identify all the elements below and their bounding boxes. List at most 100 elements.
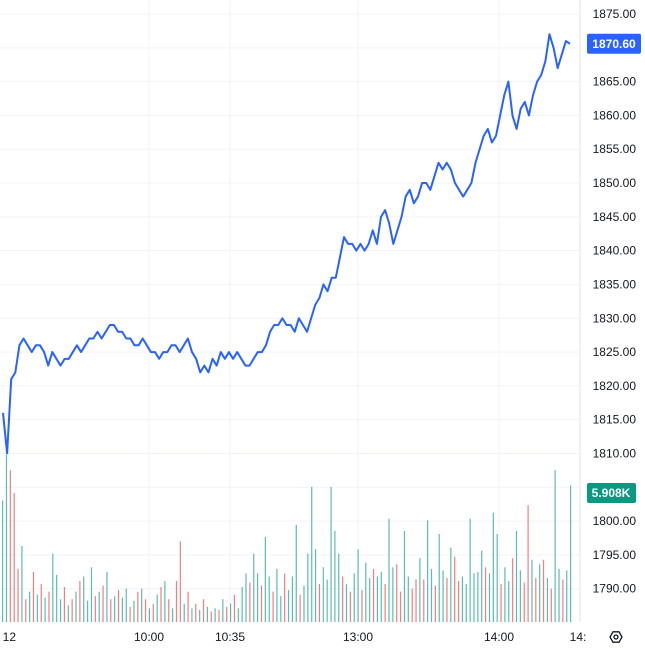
- volume-bar: [566, 570, 568, 622]
- volume-bar: [326, 579, 328, 622]
- volume-bar: [477, 571, 479, 622]
- y-axis-ticks: 1790.001795.001800.001805.001810.001815.…: [593, 7, 637, 596]
- volume-bar: [330, 486, 332, 622]
- volume-bar: [98, 591, 100, 622]
- volume-bar: [87, 600, 89, 622]
- volume-bar: [44, 597, 46, 622]
- volume-bar: [137, 591, 139, 622]
- volume-bar: [376, 576, 378, 622]
- volume-bar: [133, 600, 135, 622]
- volume-bar: [268, 576, 270, 622]
- hexagon-gear-icon[interactable]: [609, 631, 623, 643]
- volume-bar: [264, 536, 266, 622]
- volume-bar: [226, 606, 228, 622]
- volume-bar: [318, 584, 321, 622]
- volume-bar: [206, 606, 208, 622]
- volume-bar: [21, 546, 23, 622]
- volume-bar: [430, 568, 433, 622]
- volume-bar: [295, 524, 297, 622]
- volume-bar: [110, 599, 112, 622]
- volume-bar: [272, 591, 274, 622]
- volume-badge: 5.908K: [587, 483, 636, 503]
- volume-bar: [527, 505, 529, 622]
- volume-bar: [500, 584, 502, 622]
- volume-bar: [90, 567, 93, 622]
- volume-bar: [67, 605, 69, 622]
- price-series-line: [2, 33, 571, 455]
- volume-bar: [129, 606, 131, 622]
- volume-bar: [415, 579, 417, 622]
- x-tick-label: 14:: [570, 630, 587, 644]
- volume-bar: [284, 573, 286, 622]
- volume-bar: [419, 558, 421, 622]
- volume-bar: [334, 530, 336, 622]
- volume-bar: [492, 512, 494, 622]
- y-tick-label: 1830.00: [593, 311, 637, 325]
- volume-bar: [117, 590, 120, 622]
- volume-bar: [299, 594, 301, 622]
- volume-bar: [276, 568, 278, 622]
- volume-bar: [187, 591, 189, 622]
- y-tick-label: 1845.00: [593, 210, 637, 224]
- volume-bar: [183, 603, 185, 622]
- y-tick-label: 1865.00: [593, 75, 637, 89]
- volume-bar: [345, 584, 348, 622]
- volume-bar: [32, 571, 35, 622]
- y-tick-label: 1860.00: [593, 108, 637, 122]
- volume-bar: [249, 582, 251, 622]
- last-price-badge: 1870.60: [587, 33, 641, 54]
- last-price-label: 1870.60: [592, 37, 636, 51]
- volume-bar: [63, 587, 66, 622]
- volume-bar: [59, 599, 62, 622]
- y-tick-label: 1800.00: [593, 514, 637, 528]
- volume-bar: [465, 584, 467, 622]
- volume-bar: [5, 455, 8, 622]
- volume-bar: [260, 585, 263, 622]
- volume-bar: [469, 518, 471, 622]
- y-tick-label: 1825.00: [593, 345, 637, 359]
- volume-bar: [380, 571, 382, 622]
- volume-bar: [195, 603, 197, 622]
- volume-bar: [121, 597, 123, 622]
- volume-bar: [535, 577, 537, 622]
- volume-bar: [311, 486, 313, 622]
- volume-bar: [79, 581, 81, 622]
- volume-bars: [2, 455, 572, 622]
- volume-bar: [56, 574, 58, 622]
- volume-bar: [365, 562, 367, 622]
- volume-bar: [481, 550, 483, 622]
- volume-bar: [48, 591, 50, 622]
- volume-bar: [496, 533, 498, 622]
- volume-bar: [75, 591, 77, 622]
- last-price-badge-bg: [587, 33, 641, 54]
- price-line: [2, 33, 571, 455]
- volume-bar: [473, 573, 475, 622]
- volume-bar: [253, 553, 255, 622]
- volume-bar: [570, 485, 572, 622]
- volume-bar: [52, 553, 54, 622]
- volume-bar: [148, 608, 151, 622]
- volume-bar: [550, 588, 552, 622]
- volume-bar: [291, 576, 293, 622]
- volume-bar: [17, 568, 19, 622]
- volume-bar: [338, 553, 340, 622]
- volume-bar: [314, 549, 317, 622]
- volume-bar: [488, 573, 491, 622]
- volume-bar: [403, 530, 406, 622]
- volume-bar: [423, 579, 425, 622]
- volume-bar: [322, 567, 324, 622]
- volume-bar: [222, 599, 224, 622]
- volume-bar: [168, 599, 170, 622]
- y-tick-label: 1875.00: [593, 7, 637, 21]
- volume-bar: [241, 587, 243, 622]
- volume-bar: [40, 584, 42, 622]
- y-tick-label: 1810.00: [593, 446, 637, 460]
- volume-bar: [199, 609, 201, 622]
- volume-bar: [508, 581, 510, 622]
- volume-bar: [342, 576, 344, 622]
- volume-bar: [114, 596, 116, 622]
- volume-bar: [175, 581, 178, 622]
- volume-bar: [307, 553, 309, 622]
- x-tick-label: 13:00: [343, 630, 373, 644]
